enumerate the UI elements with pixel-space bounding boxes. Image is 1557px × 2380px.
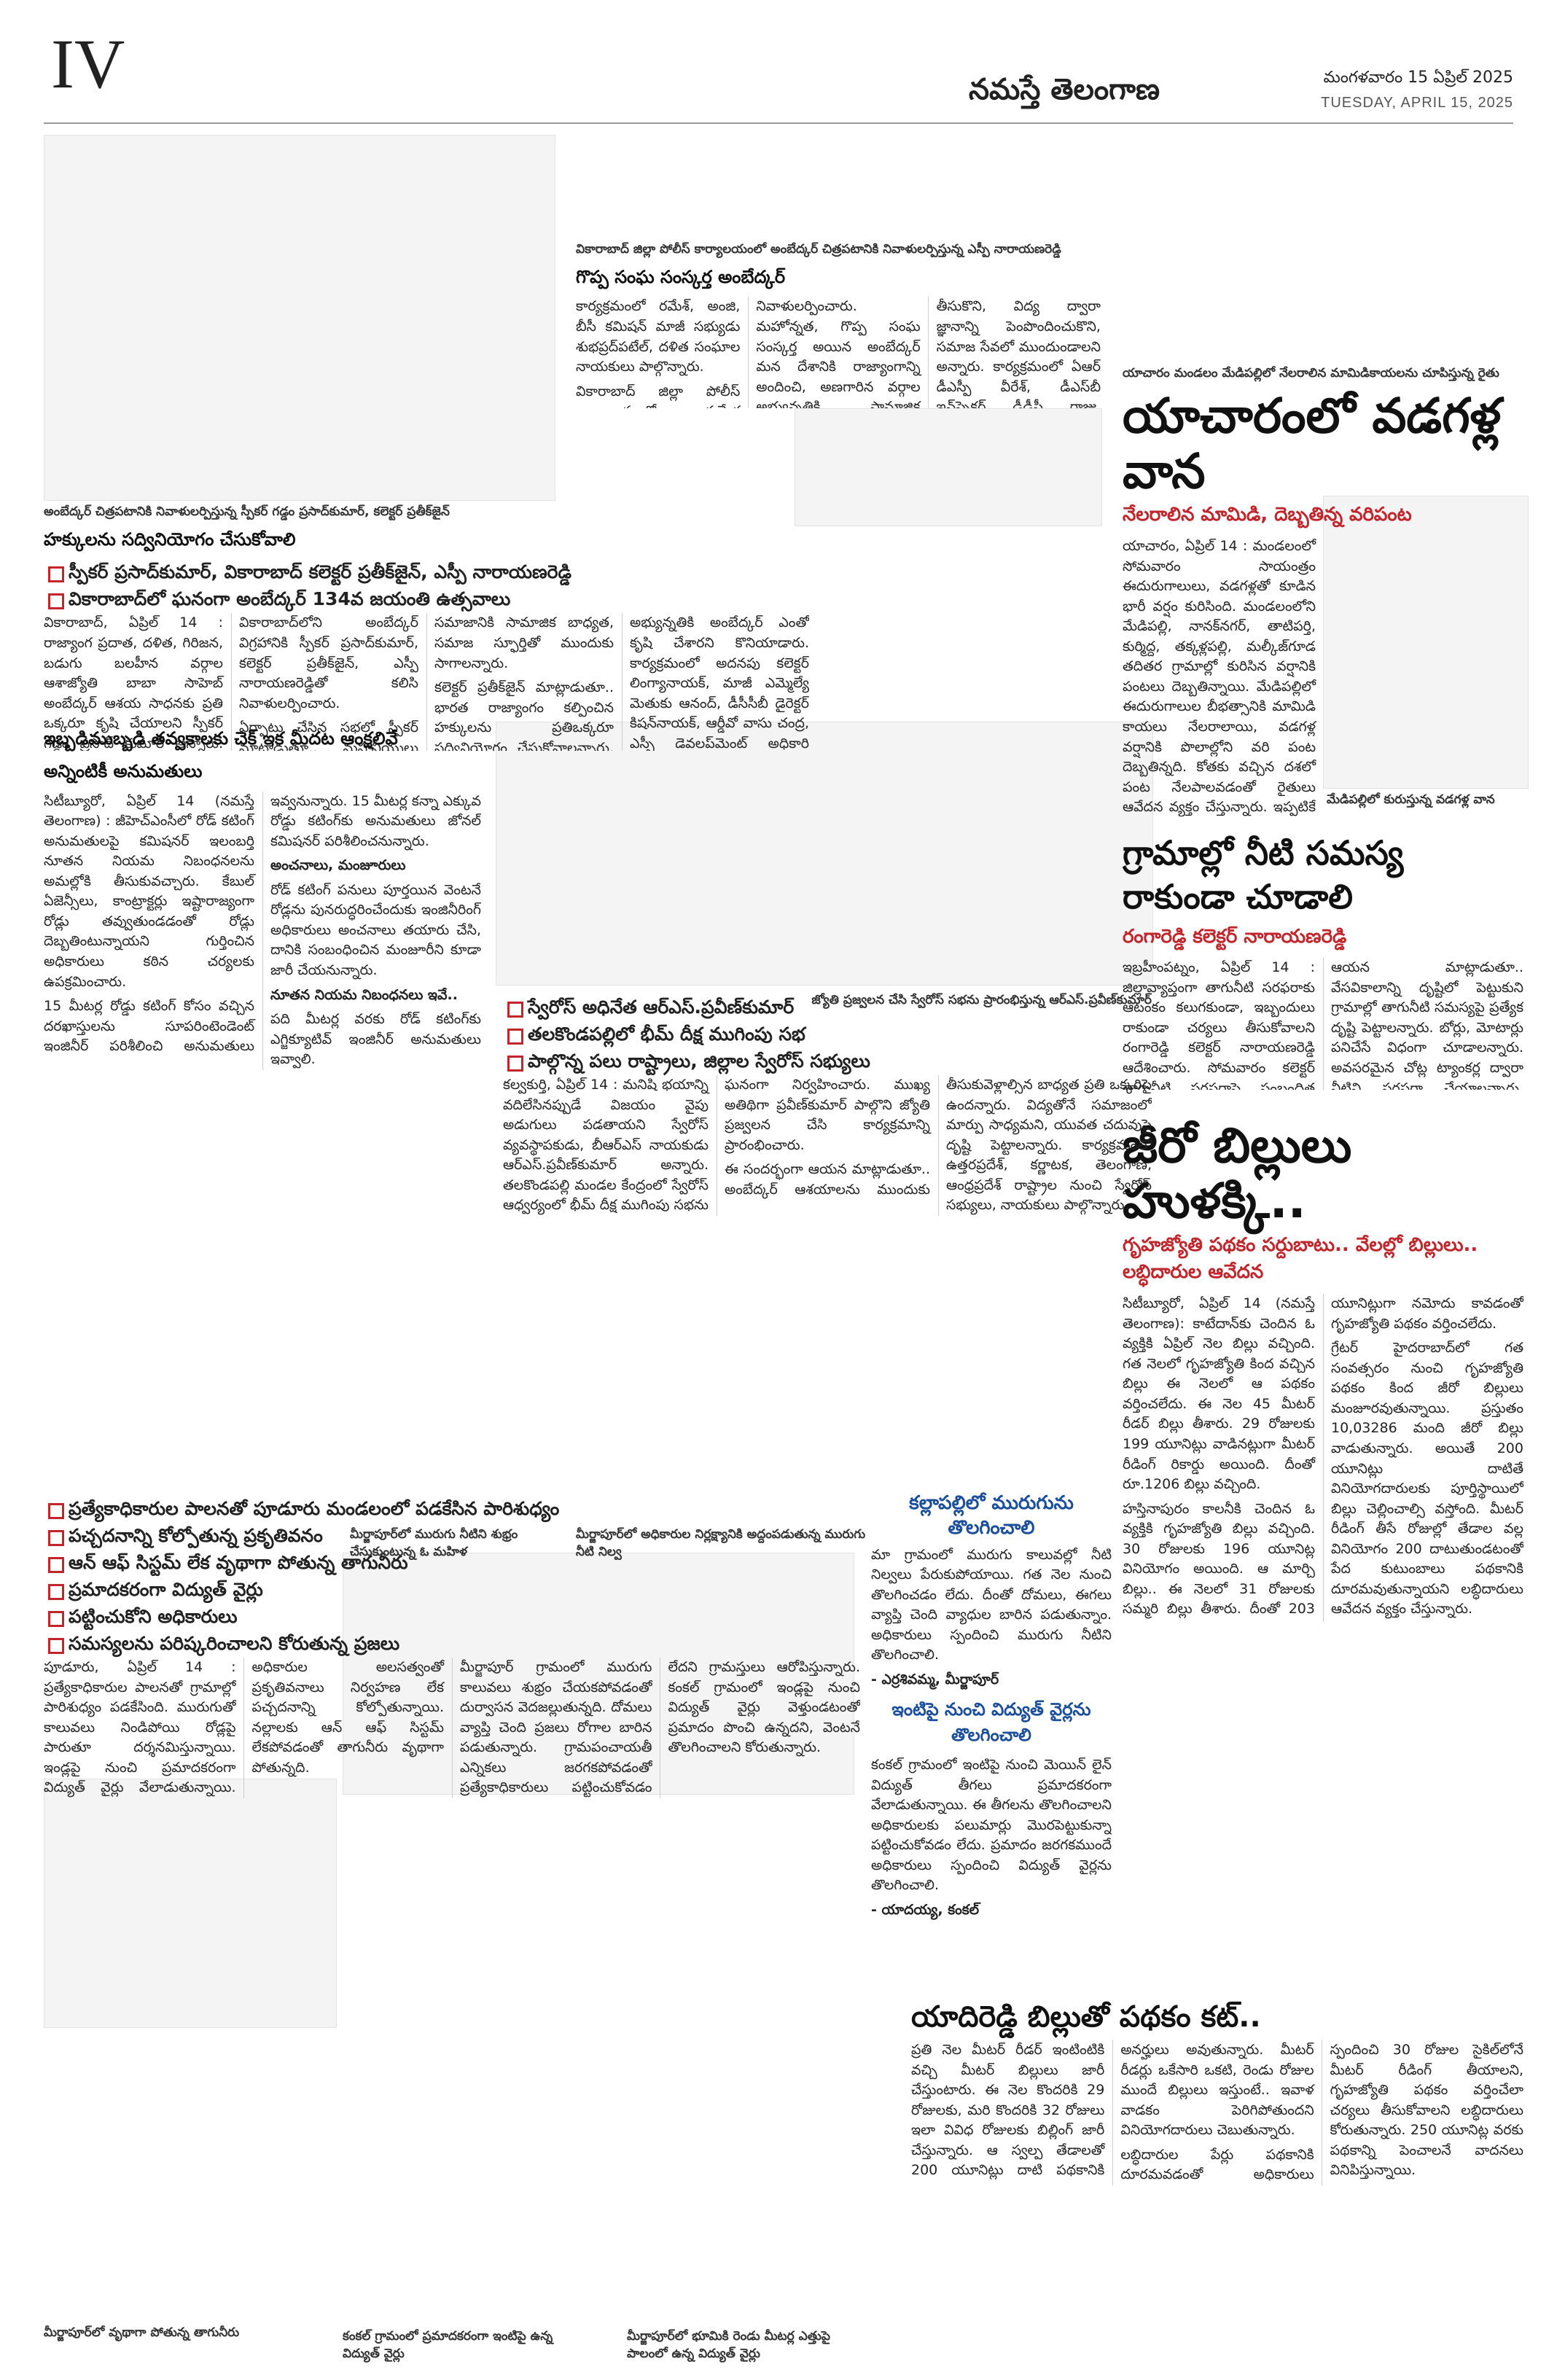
photo xyxy=(44,1779,337,2028)
paragraph: రోడ్ కటింగ్ పనులు పూర్తయిన వెంటనే రోడ్లన… xyxy=(270,881,481,978)
bullet-headline: పాల్గొన్న పలు రాష్ట్రాలు, జిల్లాల స్వేరో… xyxy=(503,1048,1152,1074)
article-body: వికారాబాద్, ఏప్రిల్ 14 : రాజ్యాంగ ప్రదాత… xyxy=(44,613,809,751)
photo xyxy=(795,408,1102,526)
photo-caption: మీర్జాపూర్‌లో అధికారుల నిర్లక్ష్యానికి అ… xyxy=(576,1527,866,1559)
subheadline: అన్నింటికీ అనుమతులు xyxy=(44,760,203,781)
paragraph: గ్రేటర్ హైదరాబాద్‌లో గత సంవత్సరం నుంచి గ… xyxy=(1331,1340,1523,1618)
photo-caption: వికారాబాద్ జిల్లా పోలీస్ కార్యాలయంలో అంబ… xyxy=(576,242,1061,257)
kicker: ఇబ్బడిముబ్బడి తవ్వకాలకు చెక్ ఇక మీదట ఆంక… xyxy=(44,728,398,749)
paragraph: కలెక్టర్ ప్రతీక్‌జైన్ మాట్లాడుతూ.. భారత … xyxy=(434,614,809,751)
article: వికారాబాద్ జిల్లా పోలీస్ కార్యాలయంలో అంబ… xyxy=(576,241,1101,408)
paragraph: కార్యక్రమంలో రమేశ్, అంజి, బీసీ కమిషన్ మా… xyxy=(576,298,741,375)
paragraph: లబ్ధిదారుల పేర్లు పథకానికి దూరమవడంతో అధి… xyxy=(1120,2042,1523,2183)
article: ప్రత్యేకాధికారుల పాలనతో పూడూరు మండలంలో ప… xyxy=(44,1494,860,2369)
photo xyxy=(1323,496,1529,789)
photo xyxy=(343,1553,854,1795)
article: కల్లాపల్లిలో మురుగును తొలగించాలి మా గ్రామ… xyxy=(871,1487,1112,1983)
paragraph: యాచారం, ఏప్రిల్ 14 : మండలంలో సోమవారం సాయ… xyxy=(1123,538,1316,816)
headline: గ్రామాల్లో నీటి సమస్య రాకుండా చూడాలి xyxy=(1123,833,1404,916)
article-body: కల్వకుర్తి, ఏప్రిల్ 14 : మనిషి భయాన్ని వ… xyxy=(503,1075,1152,1216)
photo-caption: మీర్జాపూర్‌లో మురుగు నీటిని శుభ్రం చేసుక… xyxy=(350,1527,518,1559)
photo xyxy=(44,135,555,501)
article-body: ఇబ్రహీంపట్నం, ఏప్రిల్ 14 : జిల్లావ్యాప్త… xyxy=(1123,958,1523,1090)
bullet-headline: తలకొండపల్లిలో భీమ్ దీక్ష ముగింపు సభ xyxy=(503,1021,1152,1047)
bullet-headline: పచ్చదనాన్ని కోల్పోతున్న ప్రకృతివనం xyxy=(44,1523,860,1548)
article-body: మా గ్రామంలో మురుగు కాలువల్లో నీటి నిల్వల… xyxy=(871,1545,1112,1925)
article-body: పూడూరు, ఏప్రిల్ 14 : ప్రత్యేకాధికారుల పా… xyxy=(44,1658,860,1798)
paragraph: - ఎర్రశివమ్మ, మీర్జాపూర్ xyxy=(871,1671,999,1688)
subheadline: గొప్ప సంఘ సంస్కర్త అంబేద్కర్ xyxy=(576,266,786,287)
paragraph: ఏర్పాటు చేసిన సభలో స్పీకర్ మాట్లాడుతూ.. … xyxy=(239,614,614,751)
paragraph: సిటీబ్యూరో, ఏప్రిల్ 14 (నమస్తే తెలంగాణ) … xyxy=(44,792,254,990)
headline: జీరో బిల్లులు హుళక్కి.. xyxy=(1123,1117,1352,1229)
headline: యాచారంలో వడగళ్ల వాన xyxy=(1123,387,1502,499)
subheadline: హక్కులను సద్వినియోగం చేసుకోవాలి xyxy=(44,528,296,550)
article: ఇబ్బడిముబ్బడి తవ్వకాలకు చెక్ ఇక మీదట ఆంక… xyxy=(44,722,481,1480)
date-english: TUESDAY, APRIL 15, 2025 xyxy=(1321,95,1513,111)
bullet-headline: స్పీకర్ ప్రసాద్‌కుమార్, వికారాబాద్ కలెక్… xyxy=(44,559,809,585)
paragraph: మా గ్రామంలో మురుగు కాలువల్లో నీటి నిల్వల… xyxy=(871,1546,1112,1663)
headline: కల్లాపల్లిలో మురుగును తొలగించాలి xyxy=(909,1492,1074,1539)
paragraph: వికారాబాద్ జిల్లా పోలీస్ కార్యాలయంలో ప్ర… xyxy=(576,298,1101,408)
paragraph: 15 మీటర్ల రోడ్డు కటింగ్ కోసం వచ్చిన దరఖా… xyxy=(44,792,481,1055)
headline: ఇంటిపై నుంచి విద్యుత్ వైర్లను తొలగించాలి xyxy=(891,1699,1091,1746)
article: గ్రామాల్లో నీటి సమస్య రాకుండా చూడాలి రంగా… xyxy=(1123,827,1523,1090)
subheadline: నేలరాలిన మామిడి, దెబ్బతిన్న వరిపంట xyxy=(1123,504,1412,526)
photo-caption: కంకల్ గ్రామంలో ప్రమాదకరంగా ఇంటిపై ఉన్న వ… xyxy=(343,2329,553,2361)
subheadline: గృహజ్యోతి పథకం సర్దుబాటు.. వేలల్లో బిల్ల… xyxy=(1123,1233,1478,1284)
article: స్వేరోస్ అధినేత ఆర్ఎస్.ప్రవీణ్‌కుమార్ తలక… xyxy=(503,993,1152,1474)
paragraph: కల్వకుర్తి, ఏప్రిల్ 14 : మనిషి భయాన్ని వ… xyxy=(503,1077,930,1214)
paragraph: పది మీటర్ల వరకు రోడ్ కటింగ్‌కు ఎగ్జిక్యూ… xyxy=(270,1011,481,1068)
paragraph: ఈ సందర్భంగా ఆయన మాట్లాడుతూ.. అంబేద్కర్ ఆ… xyxy=(725,1077,1152,1214)
article: యాచారం మండలం మేడిపల్లిలో నేలరాలిన మామిడి… xyxy=(1123,364,1523,816)
paragraph: ప్రతి నెల మీటర్ రీడర్ ఇంటింటికి వచ్చి మీ… xyxy=(911,2042,1314,2179)
paragraph: పూడూరు, ఏప్రిల్ 14 : ప్రత్యేకాధికారుల పా… xyxy=(44,1659,444,1796)
paragraph: మీర్జాపూర్ గ్రామంలో మురుగు కాలువలు శుభ్ర… xyxy=(460,1659,860,1796)
paragraph: - యాదయ్య, కంకల్ xyxy=(871,1901,980,1918)
bullet-headline: పట్టించుకోని అధికారులు xyxy=(44,1604,860,1629)
bullet-headline: ప్రమాదకరంగా విద్యుత్ వైర్లు xyxy=(44,1577,860,1602)
article: యాదిరెడ్డి బిల్లుతో పథకం కట్.. ప్రతి నెల … xyxy=(911,1994,1523,2365)
date-telugu: మంగళవారం 15 ఏప్రిల్ 2025 xyxy=(1323,69,1513,87)
photo-caption: అంబేద్కర్ చిత్రపటానికి నివాళులర్పిస్తున్… xyxy=(44,504,450,519)
bullet-headline: వికారాబాద్‌లో ఘనంగా అంబేద్కర్ 134వ జయంతి… xyxy=(44,586,809,612)
paragraph: హస్తినాపురం కాలనీకి చెందిన ఓ వ్యక్తికి గ… xyxy=(1123,1295,1523,1618)
paragraph: కంకల్ గ్రామంలో ఇంటిపై నుంచి మెయిన్ లైన్ … xyxy=(871,1757,1112,1894)
photo-caption: యాచారం మండలం మేడిపల్లిలో నేలరాలిన మామిడి… xyxy=(1123,366,1499,381)
photo xyxy=(496,722,1153,986)
masthead: నమస్తే తెలంగాణ xyxy=(968,73,1160,106)
photo-caption: మీర్జాపూర్‌లో భూమికి రెండు మీటర్ల ఎత్తుప… xyxy=(627,2329,830,2361)
paragraph: అంచనాలు, మంజూరులు xyxy=(270,857,406,874)
bullet-headline: ప్రత్యేకాధికారుల పాలనతో పూడూరు మండలంలో ప… xyxy=(44,1496,860,1521)
article: జీరో బిల్లులు హుళక్కి.. గృహజ్యోతి పథకం సర… xyxy=(1123,1115,1523,1983)
paragraph: నూతన నియమ నిబంధనలు ఇవే.. xyxy=(270,986,458,1003)
article: అంబేద్కర్ చిత్రపటానికి నివాళులర్పిస్తున్… xyxy=(44,503,809,751)
paragraph: వికారాబాద్, ఏప్రిల్ 14 : రాజ్యాంగ ప్రదాత… xyxy=(44,614,418,751)
article-body: ప్రతి నెల మీటర్ రీడర్ ఇంటింటికి వచ్చి మీ… xyxy=(911,2040,1523,2185)
article-body: సిటీబ్యూరో, ఏప్రిల్ 14 (నమస్తే తెలంగాణ) … xyxy=(44,792,481,1070)
bullet-headline: ఆన్ ఆఫ్ సిస్టమ్ లేక వృథాగా పోతున్న తాగున… xyxy=(44,1550,860,1575)
bullet-headline: స్వేరోస్ అధినేత ఆర్ఎస్.ప్రవీణ్‌కుమార్ xyxy=(503,994,1152,1020)
subheadline: రంగారెడ్డి కలెక్టర్ నారాయణరెడ్డి xyxy=(1123,925,1347,948)
page-number: IV xyxy=(51,25,125,103)
headline: యాదిరెడ్డి బిల్లుతో పథకం కట్.. xyxy=(911,2000,1261,2034)
photo-caption: మేడిపల్లిలో కురుస్తున్న వడగళ్ల వాన xyxy=(1327,792,1495,807)
paragraph: సిటీబ్యూరో, ఏప్రిల్ 14 (నమస్తే తెలంగాణ):… xyxy=(1123,1295,1315,1493)
article-body: యాచారం, ఏప్రిల్ 14 : మండలంలో సోమవారం సాయ… xyxy=(1123,537,1316,816)
header-rule xyxy=(44,122,1513,124)
article-body: కార్యక్రమంలో రమేశ్, అంజి, బీసీ కమిషన్ మా… xyxy=(576,297,1101,408)
article-body: సిటీబ్యూరో, ఏప్రిల్ 14 (నమస్తే తెలంగాణ):… xyxy=(1123,1294,1523,1622)
photo-caption: మీర్జాపూర్‌లో వృథాగా పోతున్న తాగునీరు xyxy=(44,2325,240,2340)
paragraph: ఇబ్రహీంపట్నం, ఏప్రిల్ 14 : జిల్లావ్యాప్త… xyxy=(1123,959,1523,1090)
bullet-headline: సమస్యలను పరిష్కరించాలని కోరుతున్న ప్రజలు xyxy=(44,1631,860,1656)
photo-caption: జ్యోతి ప్రజ్వలన చేసి స్వేరోస్ సభను ప్రార… xyxy=(811,993,1152,1007)
